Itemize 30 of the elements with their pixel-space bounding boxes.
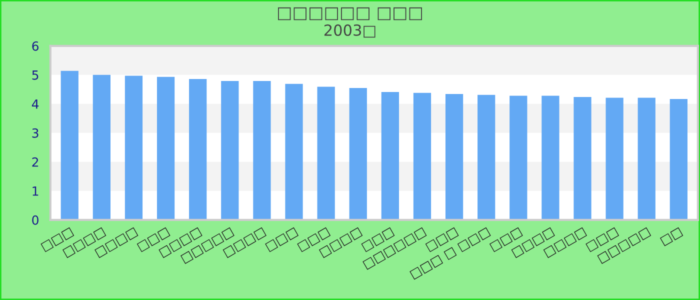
- y-tick-label: 1: [32, 186, 38, 196]
- bar: [189, 78, 207, 220]
- chart-subtitle: 2003□: [324, 24, 376, 38]
- bar: [574, 96, 592, 220]
- bar: [510, 96, 528, 220]
- bar: [542, 96, 560, 220]
- chart-title: □□□□□□ □□□: [278, 7, 422, 20]
- y-tick-label: 0: [32, 215, 38, 225]
- bar: [670, 98, 688, 220]
- bar: [253, 80, 271, 220]
- x-tick-label: □□: [660, 227, 684, 246]
- y-tick-label: 5: [32, 70, 38, 80]
- bar: [92, 74, 110, 220]
- y-tick-label: 4: [32, 100, 39, 109]
- bar: [478, 94, 496, 220]
- bar: [285, 84, 303, 220]
- bar: [349, 88, 367, 220]
- bar: [60, 70, 78, 220]
- bar: [156, 76, 175, 220]
- bar: [638, 98, 656, 220]
- bar: [221, 80, 239, 220]
- y-tick-label: 6: [32, 41, 38, 51]
- y-tick-label: 2: [32, 157, 38, 167]
- bar: [381, 92, 399, 220]
- bar: [445, 94, 464, 220]
- bar: [413, 92, 432, 220]
- bar: [124, 76, 143, 220]
- y-tick-label: 3: [32, 128, 38, 138]
- bar: [317, 86, 335, 220]
- bar: [606, 98, 624, 220]
